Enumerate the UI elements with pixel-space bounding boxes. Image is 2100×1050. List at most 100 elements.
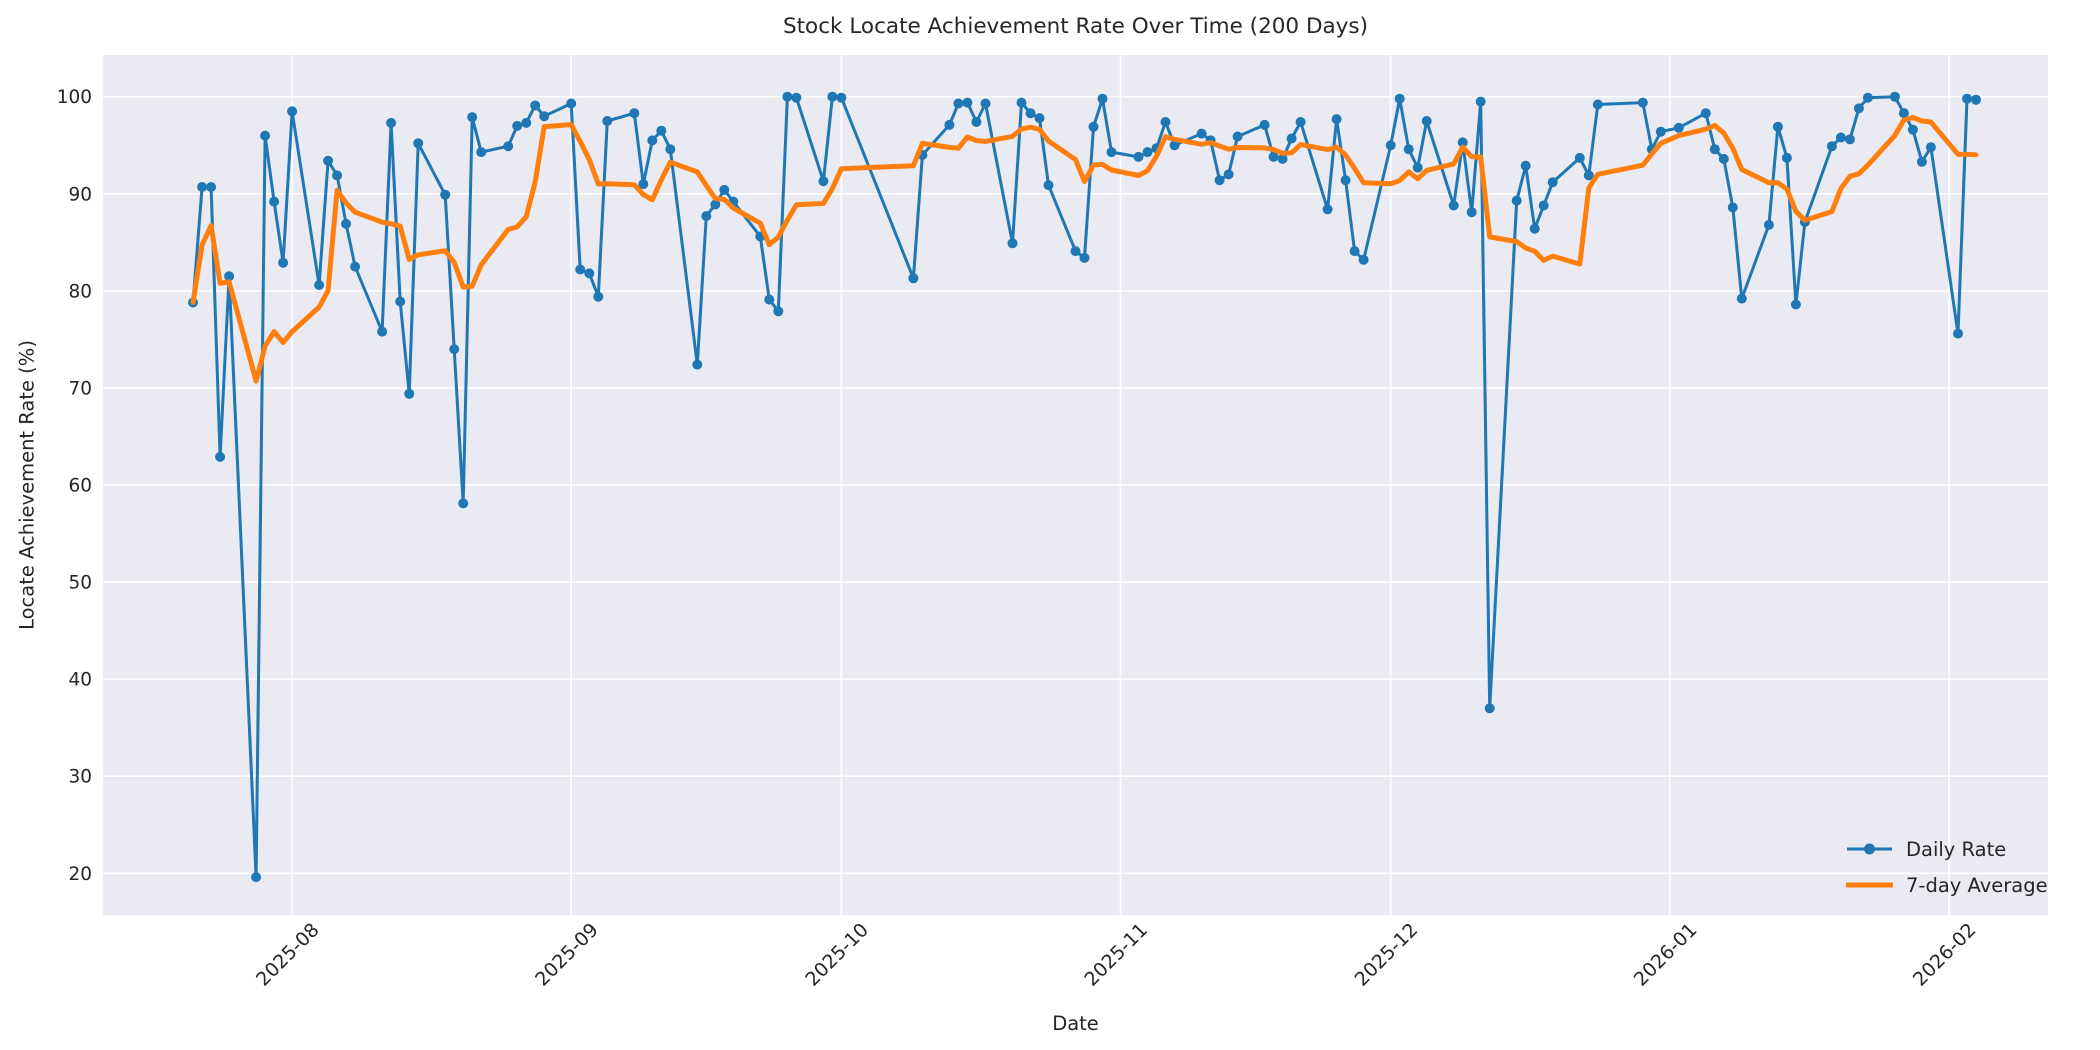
x-tick-label: 2026-01 <box>1630 919 1702 991</box>
daily-rate-marker <box>1673 122 1684 133</box>
daily-rate-marker <box>395 296 406 307</box>
daily-rate-marker <box>539 111 550 122</box>
x-axis-label: Date <box>1052 1012 1099 1035</box>
daily-rate-marker <box>1016 97 1027 108</box>
daily-rate-marker <box>377 326 388 337</box>
legend-label-daily-rate: Daily Rate <box>1906 837 2007 861</box>
daily-rate-marker <box>287 106 298 117</box>
daily-rate-marker <box>1971 94 1981 105</box>
daily-rate-marker <box>1034 113 1045 124</box>
daily-rate-marker <box>1331 114 1342 125</box>
daily-rate-marker <box>1223 169 1234 180</box>
daily-rate-marker <box>1349 246 1360 257</box>
daily-rate-marker <box>1826 141 1837 152</box>
legend-item-daily-rate: Daily Rate <box>1846 836 2048 862</box>
x-tick-label: 2025-11 <box>1080 919 1152 991</box>
daily-rate-marker <box>980 98 991 109</box>
x-tick-label: 2025-10 <box>801 919 873 991</box>
daily-rate-marker <box>1853 103 1864 114</box>
daily-rate-marker <box>1088 121 1099 132</box>
daily-rate-marker <box>1862 92 1873 103</box>
daily-rate-marker <box>1214 175 1225 186</box>
y-tick-label: 20 <box>68 864 92 885</box>
daily-rate-marker <box>782 91 793 102</box>
daily-rate-marker <box>602 116 613 126</box>
daily-rate-marker <box>1232 131 1243 142</box>
daily-rate-marker <box>1529 223 1540 234</box>
daily-rate-marker <box>1196 128 1207 139</box>
daily-rate-marker <box>1466 207 1477 218</box>
daily-rate-marker <box>710 199 721 210</box>
daily-rate-marker <box>1070 246 1081 257</box>
daily-rate-marker <box>1457 137 1468 148</box>
daily-rate-marker <box>1133 151 1144 162</box>
daily-rate-marker <box>647 135 658 146</box>
daily-rate-marker <box>440 189 451 200</box>
daily-rate-marker <box>1763 219 1774 230</box>
daily-rate-marker <box>1169 140 1180 151</box>
daily-rate-marker <box>773 306 784 317</box>
daily-rate-marker <box>1403 144 1414 155</box>
daily-rate-marker <box>1925 142 1936 153</box>
daily-rate-marker <box>1385 140 1396 151</box>
daily-rate-marker <box>1916 156 1927 167</box>
daily-rate-marker <box>692 359 703 370</box>
x-tick-label: 2025-09 <box>531 919 603 991</box>
daily-rate-marker <box>1322 204 1333 215</box>
daily-rate-marker <box>1781 152 1792 163</box>
daily-rate-marker <box>215 451 226 462</box>
daily-rate-marker <box>1835 132 1846 143</box>
daily-rate-marker <box>971 117 982 127</box>
daily-rate-marker <box>575 264 586 275</box>
y-tick-label: 30 <box>68 767 92 788</box>
daily-rate-marker <box>206 182 217 192</box>
y-tick-label: 40 <box>68 670 92 691</box>
daily-rate-marker <box>764 294 775 305</box>
seven-day-average-line <box>190 115 1979 384</box>
daily-rate-marker <box>224 271 235 282</box>
y-axis-label: Locate Achievement Rate (%) <box>15 340 39 630</box>
daily-rate-marker <box>251 872 262 883</box>
daily-rate-marker <box>197 182 208 192</box>
daily-rate-marker <box>908 273 919 284</box>
daily-rate-marker <box>350 261 361 272</box>
daily-rate-marker <box>1520 160 1531 171</box>
daily-rate-marker <box>701 211 712 222</box>
daily-rate-marker <box>467 112 478 123</box>
daily-rate-marker <box>1790 299 1801 310</box>
daily-rate-marker <box>1448 200 1459 211</box>
daily-rate-marker <box>512 120 523 131</box>
x-tick-label: 2026-02 <box>1909 919 1981 991</box>
daily-rate-marker <box>566 98 577 109</box>
daily-rate-marker <box>629 108 640 119</box>
daily-rate-marker <box>1484 703 1495 714</box>
daily-rate-marker <box>1655 126 1666 137</box>
y-tick-label: 100 <box>57 87 92 108</box>
y-tick-label: 70 <box>68 378 92 399</box>
daily-rate-marker <box>1727 202 1738 213</box>
daily-rate-marker <box>413 138 424 149</box>
legend: Daily Rate 7-day Average <box>1846 836 2048 898</box>
daily-rate-marker <box>953 98 964 109</box>
daily-rate-marker <box>323 155 334 166</box>
daily-rate-marker <box>719 184 730 195</box>
daily-rate-marker <box>962 97 973 108</box>
daily-rate-marker <box>1358 254 1369 265</box>
daily-rate-marker <box>1637 97 1648 108</box>
daily-rate-marker <box>341 218 352 229</box>
daily-rate-marker <box>1043 180 1054 191</box>
daily-rate-marker <box>1421 116 1432 126</box>
daily-rate-marker <box>1547 177 1558 188</box>
daily-rate-marker <box>1394 93 1405 104</box>
daily-rate-line-sample-icon <box>1847 843 1892 855</box>
daily-rate-marker <box>404 388 415 399</box>
daily-rate-marker <box>1844 134 1855 145</box>
y-tick-label: 80 <box>68 281 92 302</box>
daily-rate-marker <box>530 100 541 111</box>
daily-rate-marker <box>665 144 676 155</box>
daily-rate-marker <box>1142 147 1153 158</box>
daily-rate-marker <box>1475 96 1486 107</box>
daily-rate-marker <box>1511 195 1522 206</box>
daily-rate-marker <box>1160 117 1171 127</box>
